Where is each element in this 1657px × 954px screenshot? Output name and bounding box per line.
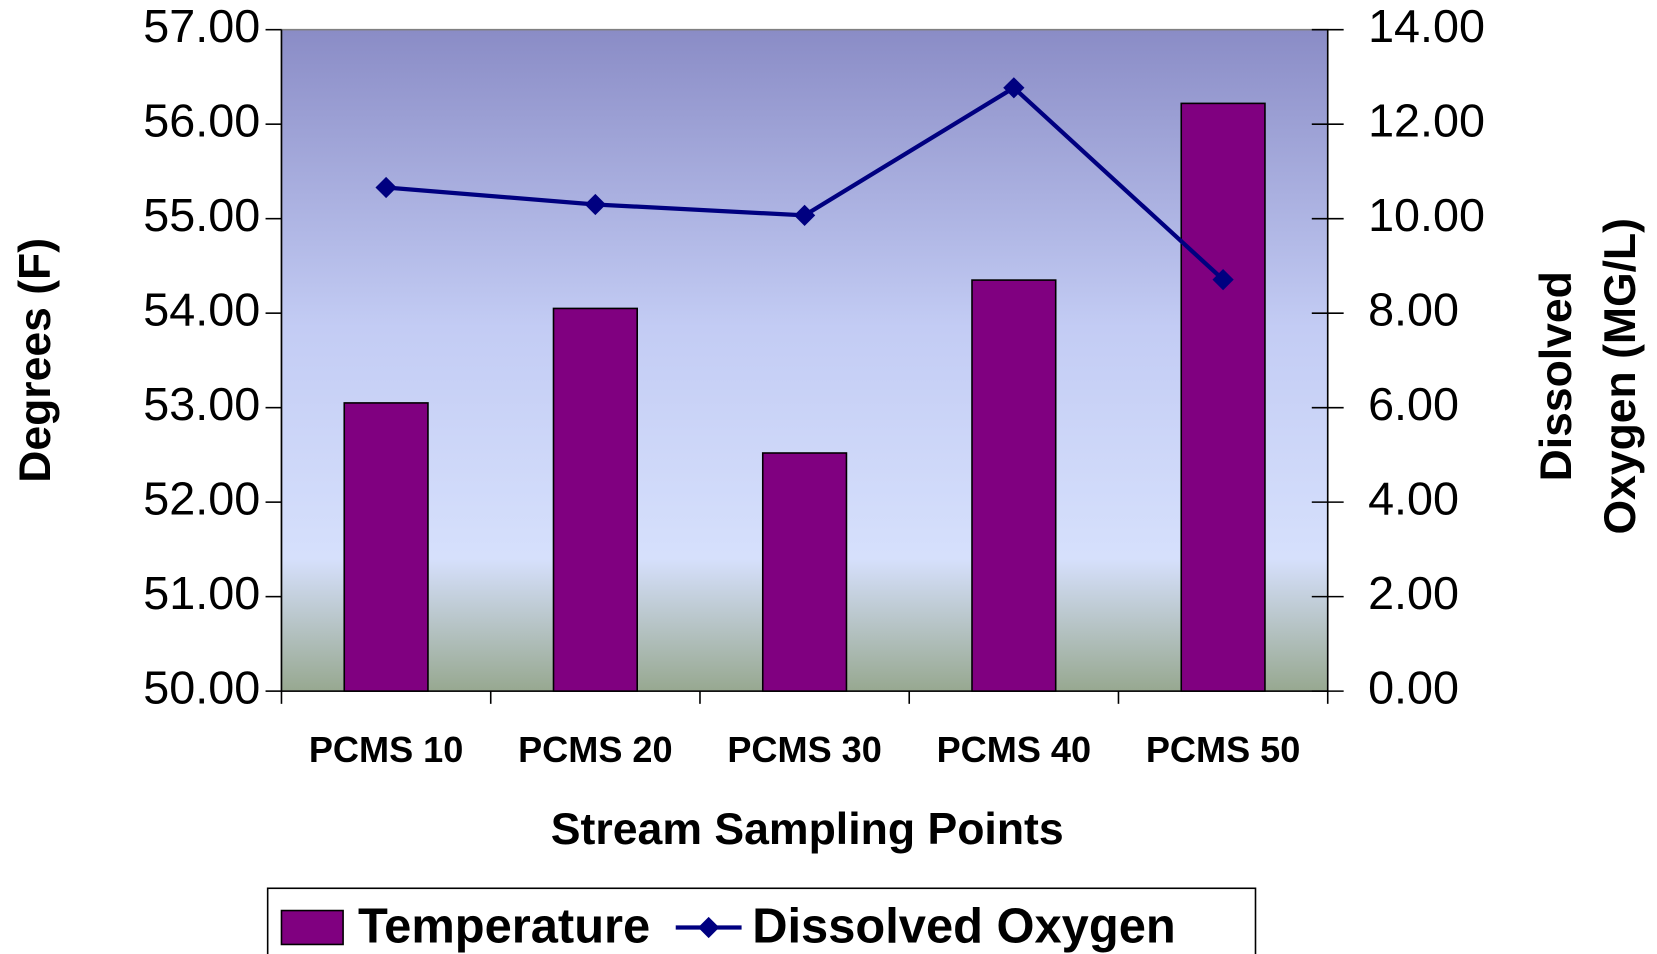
y-tick-label: 57.00 (143, 0, 260, 52)
marker (584, 193, 606, 216)
x-tick-label: PCMS 50 (1146, 729, 1300, 770)
bar (343, 402, 429, 692)
y-tick-label: 51.00 (143, 567, 260, 619)
bar (552, 307, 638, 692)
marker (793, 204, 816, 226)
y2-tick-label: 8.00 (1368, 284, 1459, 336)
x-tick-label: PCMS 30 (727, 729, 881, 770)
y2-tick-label: 4.00 (1368, 472, 1459, 524)
y2-tick-label: 10.00 (1368, 189, 1485, 241)
y-tick-label: 56.00 (143, 95, 260, 147)
legend-marker (698, 916, 720, 939)
marker (1003, 77, 1025, 99)
legend-swatch (280, 909, 344, 946)
y2-axis-title: Oxygen (MG/L) (1596, 218, 1645, 534)
y2-tick-label: 0.00 (1368, 661, 1459, 713)
y-tick-label: 53.00 (143, 378, 260, 430)
y-axis-title: Degrees (F) (11, 238, 60, 483)
y2-tick-label: 12.00 (1368, 95, 1485, 147)
x-tick-label: PCMS 20 (518, 729, 672, 770)
x-tick-label: PCMS 10 (309, 729, 463, 770)
y-tick-label: 55.00 (143, 189, 260, 241)
bar (971, 279, 1057, 692)
y-tick-label: 50.00 (143, 661, 260, 713)
legend-label: Dissolved Oxygen (752, 900, 1176, 954)
y2-tick-label: 6.00 (1368, 378, 1459, 430)
y2-tick-label: 14.00 (1368, 0, 1485, 52)
legend-box (266, 887, 1257, 954)
bar (1180, 102, 1266, 692)
x-tick-label: PCMS 40 (937, 729, 1091, 770)
y2-tick-label: 2.00 (1368, 567, 1459, 619)
y2-axis-title: Dissolved (1532, 271, 1581, 481)
bar (761, 452, 848, 692)
y-tick-label: 54.00 (143, 284, 260, 336)
legend-label: Temperature (358, 900, 650, 954)
y-tick-label: 52.00 (143, 472, 260, 524)
x-axis-title: Stream Sampling Points (551, 805, 1064, 854)
